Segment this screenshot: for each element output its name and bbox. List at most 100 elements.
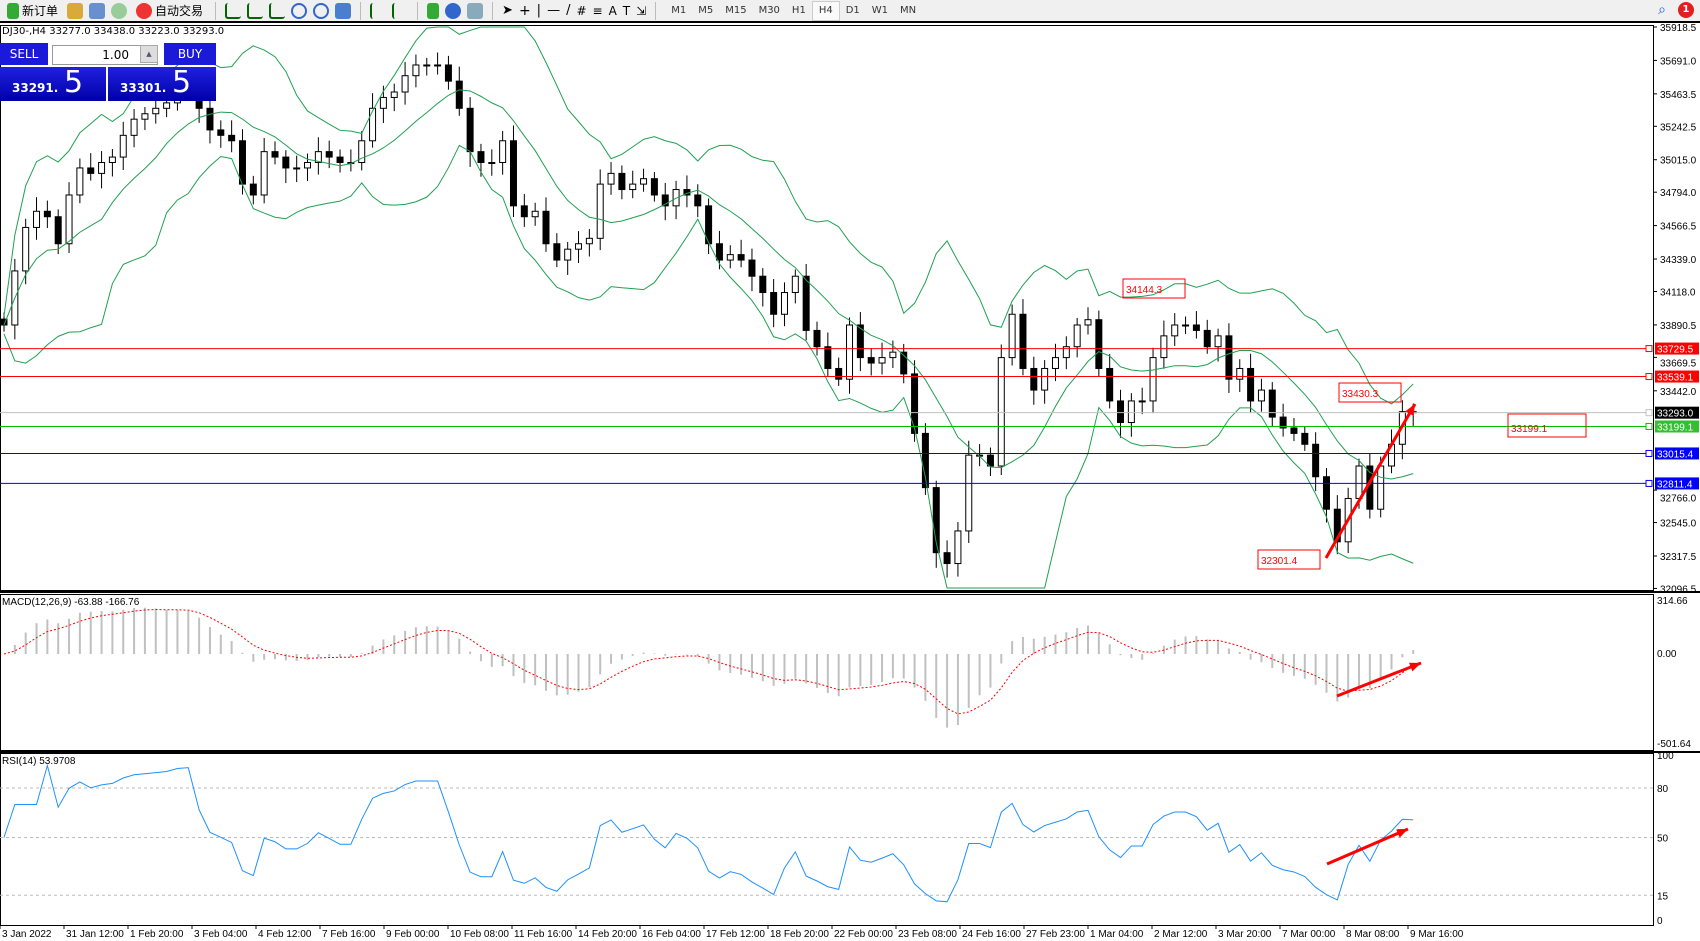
autoscroll-icon[interactable] — [392, 2, 408, 19]
candle-bull — [293, 167, 301, 170]
lots-input[interactable]: 1.00 — [52, 45, 158, 65]
high-annotation: 34144.3 — [1126, 285, 1163, 296]
indicators-icon[interactable] — [427, 2, 440, 19]
timeframe-d1[interactable]: D1 — [845, 5, 860, 16]
candle-bear — [748, 259, 756, 277]
timeframe-h4[interactable]: H4 — [811, 0, 840, 21]
price-axis-label: 32766.0 — [1660, 493, 1697, 504]
candle-bear — [54, 216, 62, 245]
candle-bull — [965, 454, 973, 532]
timeframe-m30[interactable]: M30 — [758, 5, 780, 16]
tile-windows-icon[interactable] — [335, 2, 352, 19]
level-label-bg — [1655, 447, 1699, 460]
price-trend-arrow — [1324, 403, 1417, 559]
notification-badge[interactable]: 1 — [1678, 2, 1694, 18]
level-handle — [1645, 409, 1653, 417]
auto-trading-button[interactable]: 自动交易 — [133, 1, 206, 21]
pane-frame — [0, 25, 1654, 591]
level-label: 33729.5 — [1657, 345, 1694, 356]
horizontal-line-icon[interactable]: — — [547, 3, 561, 18]
time-axis-label: 9 Mar 16:00 — [1410, 929, 1464, 940]
candle-bull — [780, 292, 788, 315]
candle-bull — [997, 357, 1005, 467]
fibonacci-icon[interactable]: ≡ — [592, 3, 603, 18]
sell-button[interactable]: SELL — [0, 43, 48, 65]
time-axis-label: 2 Mar 12:00 — [1154, 929, 1208, 940]
candle-bull — [22, 226, 30, 272]
candle-bull — [369, 107, 377, 142]
candle-bear — [911, 373, 919, 434]
lots-increase-button[interactable]: ▲ — [140, 45, 158, 63]
zoom-in-icon[interactable] — [291, 2, 308, 19]
auto-trading-icon — [136, 2, 153, 19]
candle-bull — [1062, 346, 1070, 359]
timeframe-mn[interactable]: MN — [900, 5, 917, 16]
candle-bear — [217, 129, 225, 136]
trendline-icon[interactable]: / — [566, 3, 571, 18]
candle-bull — [152, 107, 160, 115]
price-axis-label: 33890.5 — [1660, 321, 1697, 332]
candlestick-icon[interactable] — [247, 2, 264, 19]
rsi-label: RSI(14) 53.9708 — [2, 756, 76, 767]
rsi-axis-label: 100 — [1657, 751, 1674, 762]
time-axis-label: 1 Feb 20:00 — [130, 929, 184, 940]
time-axis-label: 9 Feb 00:00 — [386, 929, 440, 940]
candle-bear — [921, 432, 929, 489]
candle-bull — [119, 134, 127, 158]
templates-icon[interactable] — [467, 2, 484, 19]
sell-price[interactable]: 33291. 5 — [0, 65, 106, 101]
history-icon[interactable] — [67, 2, 84, 19]
price-trend-arrow-head — [1405, 404, 1415, 416]
buy-button[interactable]: BUY — [164, 43, 216, 65]
toolbar-right: ⌕ 1 — [1658, 2, 1694, 18]
level-handle — [1645, 479, 1653, 487]
candle-bull — [1171, 324, 1179, 337]
timeframe-h1[interactable]: H1 — [791, 5, 806, 16]
candle-bull — [531, 210, 539, 218]
candle-bear — [661, 194, 669, 207]
cursor-icon[interactable]: ➤ — [502, 3, 513, 18]
buy-price[interactable]: 33301. 5 — [108, 65, 216, 101]
chart-shift-icon[interactable] — [370, 2, 386, 19]
time-axis-label: 3 Mar 20:00 — [1218, 929, 1272, 940]
candle-bull — [488, 162, 496, 165]
text-label-icon[interactable]: T — [622, 3, 631, 18]
candle-bull — [304, 162, 312, 169]
signal-icon[interactable] — [111, 2, 128, 19]
bar-chart-icon[interactable] — [225, 2, 242, 19]
candle-bear — [932, 487, 940, 554]
periods-clock-icon[interactable] — [445, 2, 462, 19]
timeframe-m15[interactable]: M15 — [725, 5, 747, 16]
new-order-button[interactable]: 新订单 — [4, 1, 61, 21]
line-chart-icon[interactable] — [269, 2, 286, 19]
candle-bull — [1182, 324, 1190, 327]
candle-bull — [141, 113, 149, 120]
macd-signal-line — [3, 609, 1414, 715]
rsi-axis-label: 0 — [1657, 916, 1663, 927]
price-axis-label: 35015.0 — [1660, 156, 1697, 167]
candle-bear — [1301, 432, 1309, 445]
vertical-line-icon[interactable]: | — [536, 3, 542, 18]
crosshair-icon[interactable]: + — [518, 2, 531, 19]
candle-bull — [726, 254, 734, 261]
equidistant-channel-icon[interactable]: # — [576, 3, 587, 18]
low-annotation-box — [1257, 549, 1321, 570]
market-watch-icon[interactable] — [89, 2, 106, 19]
level-label-bg — [1655, 342, 1699, 355]
price-axis-label: 33669.5 — [1660, 359, 1697, 370]
price-axis-label: 35242.5 — [1660, 122, 1697, 133]
recent-high-annotation: 33430.3 — [1342, 389, 1379, 400]
zoom-out-icon[interactable] — [313, 2, 330, 19]
chart-header: DJ30-,H4 33277.0 33438.0 33223.0 33293.0 — [2, 26, 225, 37]
candle-bull — [314, 151, 322, 164]
timeframe-w1[interactable]: W1 — [871, 5, 889, 16]
timeframe-m1[interactable]: M1 — [671, 5, 687, 16]
separator — [417, 1, 419, 20]
arrows-icon[interactable]: ⇲ — [636, 3, 647, 18]
candle-bull — [1355, 465, 1363, 499]
search-icon[interactable]: ⌕ — [1658, 2, 1666, 18]
price-axis-label: 35691.0 — [1660, 56, 1697, 67]
text-icon[interactable]: A — [608, 3, 617, 18]
timeframe-m5[interactable]: M5 — [698, 5, 714, 16]
